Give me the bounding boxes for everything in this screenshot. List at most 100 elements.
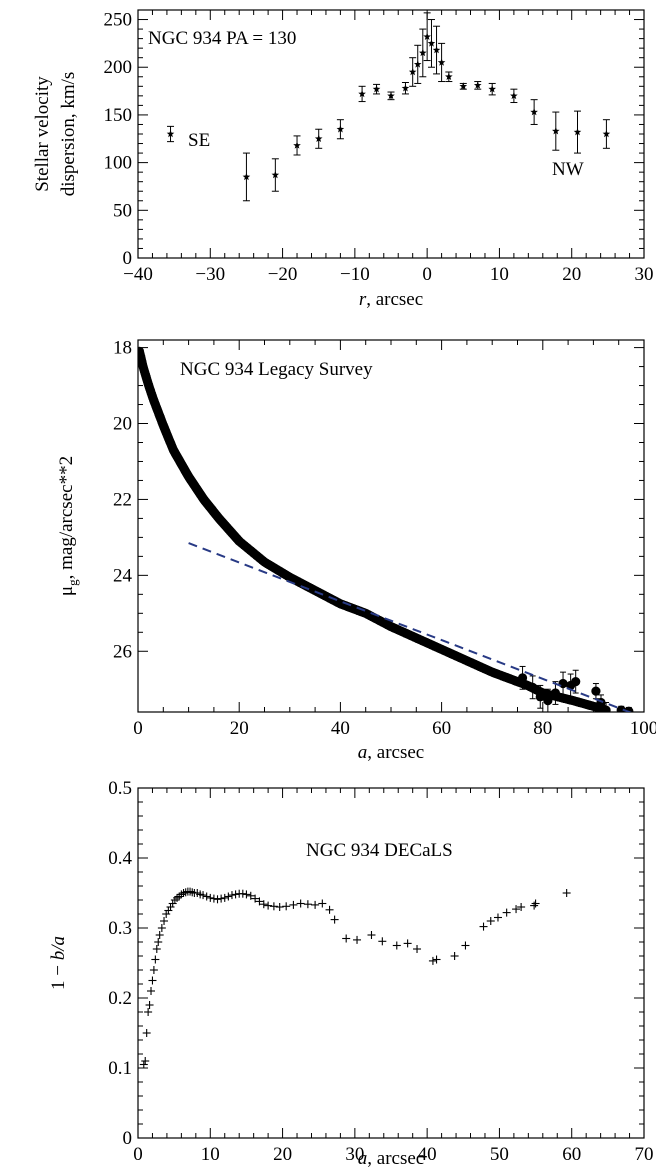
- y-tick-label: 250: [104, 10, 133, 31]
- y-axis-label-line1: Stellar velocity: [32, 76, 53, 192]
- data-point-star: [166, 130, 175, 138]
- annotation-se: SE: [188, 130, 210, 151]
- data-point-star: [488, 85, 496, 93]
- data-point-star: [473, 81, 482, 89]
- y-tick-label: 24: [113, 565, 133, 586]
- y-axis-mu: μ: [56, 586, 77, 596]
- x-axis-label: a, arcsec: [358, 742, 424, 763]
- profile-marks: [138, 346, 634, 712]
- y-tick-label: 150: [104, 105, 133, 126]
- data-point-star: [293, 141, 301, 149]
- data-marks: [138, 346, 634, 712]
- axis-ticks: 0 20 40 60 80 100 18 20 22 24 26: [113, 338, 656, 739]
- x-axis-unit: , arcsec: [367, 1148, 424, 1169]
- y-axis-unit: , mag/arcsec**2: [56, 456, 77, 579]
- data-point-star: [437, 58, 446, 66]
- x-tick-label: 60: [432, 718, 451, 739]
- data-point-star: [419, 48, 427, 57]
- data-point-star: [358, 89, 366, 98]
- profile-point-outer: [571, 677, 581, 687]
- x-tick-label: 20: [562, 264, 581, 285]
- y-axis-label: 1 − b/a: [48, 936, 69, 990]
- data-point-star: [408, 68, 417, 76]
- x-tick-label: 20: [230, 718, 249, 739]
- x-tick-label: 80: [533, 718, 552, 739]
- x-tick-label: −10: [340, 264, 370, 285]
- velocity-dispersion-panel: −40 −30 −20 −10 0 10 20 30 0 50 100 150 200 250 NGC 9…: [32, 9, 654, 310]
- y-tick-label: 0.3: [108, 918, 132, 939]
- x-axis-unit: , arcsec: [367, 742, 424, 763]
- data-point-star: [530, 108, 538, 116]
- data-marks: [166, 12, 611, 202]
- x-tick-label: 60: [562, 1144, 581, 1165]
- y-tick-label: 0: [123, 248, 133, 269]
- profile-point-outer: [591, 686, 601, 696]
- annotation-nw: NW: [552, 159, 584, 180]
- profile-point-outer: [535, 692, 545, 702]
- profile-point-outer: [517, 673, 528, 683]
- data-point-star: [552, 127, 560, 135]
- x-tick-label: 30: [635, 264, 654, 285]
- data-point-star: [401, 84, 410, 92]
- profile-point-outer: [601, 705, 611, 712]
- x-tick-label: 0: [133, 718, 143, 739]
- y-tick-label: 0.2: [108, 988, 132, 1009]
- y-tick-label: 100: [104, 153, 133, 174]
- x-axis-label: a, arcsec: [358, 1148, 424, 1169]
- y-tick-label: 50: [113, 200, 132, 221]
- panel-annotation-title: NGC 934 Legacy Survey: [180, 359, 373, 380]
- data-point-star: [413, 60, 422, 68]
- axis-ticks: −40 −30 −20 −10 0 10 20 30 0 50 100 150 200 250: [104, 10, 654, 285]
- x-tick-label: 100: [630, 718, 656, 739]
- x-tick-label: 10: [490, 264, 509, 285]
- x-tick-label: 40: [418, 1144, 437, 1165]
- y-tick-label: 20: [113, 414, 132, 435]
- data-point-star: [510, 91, 518, 100]
- y-tick-label: 18: [113, 338, 132, 359]
- data-point-star: [445, 72, 453, 81]
- data-point-star: [427, 39, 436, 47]
- data-point-star: [336, 125, 345, 133]
- data-point-star: [459, 82, 468, 90]
- data-point-star: [372, 85, 381, 93]
- plot-frame: [137, 339, 645, 713]
- y-axis-ratio: b/a: [48, 936, 69, 960]
- y-tick-label: 26: [113, 641, 132, 662]
- x-tick-label: −40: [123, 264, 153, 285]
- y-tick-label: 0.5: [108, 778, 132, 799]
- x-tick-label: 50: [490, 1144, 509, 1165]
- y-tick-label: 0.1: [108, 1058, 132, 1079]
- y-axis-label-line2: dispersion, km/s: [58, 72, 79, 197]
- y-axis-label: μg, mag/arcsec**2: [56, 456, 80, 596]
- data-point-star: [271, 171, 280, 179]
- surface-brightness-panel: 0 20 40 60 80 100 18 20 22 24 26 NGC 934 Legacy Su…: [56, 338, 656, 763]
- profile-point-outer: [543, 696, 553, 706]
- data-point-star: [314, 134, 323, 143]
- axis-ticks: 0 10 20 30 40 50 60 70 0 0.1 0.2 0.3 0.4 0.5: [108, 778, 653, 1165]
- x-tick-label: 10: [201, 1144, 220, 1165]
- ellipticity-panel: 0 10 20 30 40 50 60 70 0 0.1 0.2 0.3 0.4 0.5 NGC 934 …: [48, 778, 654, 1169]
- profile-point-outer: [550, 688, 561, 698]
- data-marks: [139, 887, 571, 1069]
- x-tick-label: 0: [133, 1144, 143, 1165]
- x-tick-label: −30: [195, 264, 225, 285]
- data-point-star: [602, 130, 611, 138]
- x-axis-unit: , arcsec: [366, 289, 423, 310]
- data-point-star: [432, 46, 441, 54]
- data-point-star: [242, 172, 251, 181]
- data-point-star: [573, 128, 582, 136]
- plot-frame: [137, 787, 645, 1139]
- data-point-star: [423, 32, 431, 40]
- x-axis-var: r: [359, 289, 367, 310]
- profile-point-outer: [528, 682, 538, 692]
- x-tick-label: 0: [422, 264, 432, 285]
- x-axis-var: a: [358, 742, 368, 763]
- y-tick-label: 200: [104, 57, 133, 78]
- y-axis-sub: g: [65, 579, 80, 586]
- y-tick-label: 0.4: [108, 848, 132, 869]
- x-tick-label: 20: [273, 1144, 292, 1165]
- x-tick-label: 40: [331, 718, 350, 739]
- x-tick-label: −20: [268, 264, 298, 285]
- exponential-disk-fit-line: [188, 542, 632, 712]
